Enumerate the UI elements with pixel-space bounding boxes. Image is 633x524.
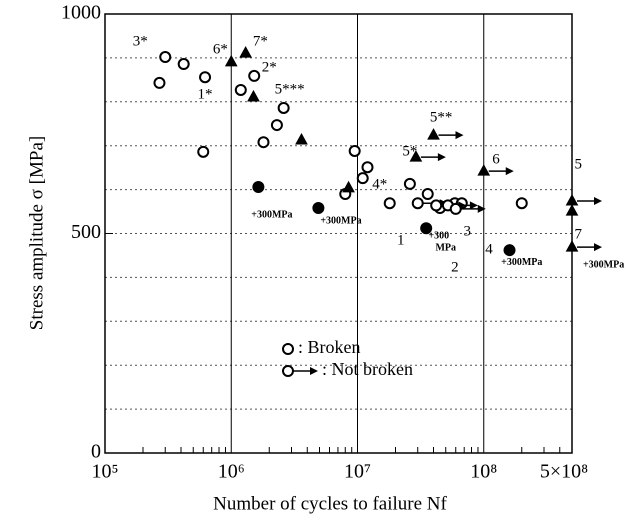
annotation: 5*** xyxy=(275,81,305,97)
open-point xyxy=(199,71,212,84)
triangle-point xyxy=(427,128,440,140)
x-tick-label: 10⁸ xyxy=(470,461,497,483)
annotation: 4* xyxy=(372,177,387,193)
annotation: +300MPa xyxy=(501,257,542,268)
y-tick-label: 0 xyxy=(91,441,101,463)
annotation: 6 xyxy=(492,152,500,168)
runout-arrow-head xyxy=(594,243,602,252)
annotation: MPa xyxy=(435,242,456,253)
x-tick-label: 10⁵ xyxy=(92,461,119,483)
open-point xyxy=(282,365,294,377)
open-point xyxy=(361,161,374,174)
open-point xyxy=(430,199,443,212)
y-tick-label: 1000 xyxy=(61,2,101,24)
open-point xyxy=(515,197,528,210)
triangle-point xyxy=(342,180,355,193)
annotation: 1 xyxy=(397,232,405,248)
x-tick-label: 10⁷ xyxy=(344,461,371,483)
triangle-point xyxy=(477,164,491,176)
annotation: 7* xyxy=(253,34,268,50)
legend-label: : Not broken xyxy=(322,359,413,379)
annotation: +300 xyxy=(428,230,449,241)
runout-arrow-head xyxy=(437,153,446,162)
annotation: 3 xyxy=(463,224,471,240)
open-point xyxy=(383,197,396,210)
y-axis-label: Stress amplitude σ [MPa] xyxy=(26,136,47,330)
open-point xyxy=(403,177,416,190)
triangle-point xyxy=(247,89,260,102)
annotation: 6* xyxy=(213,41,228,57)
x-tick-label: 5×10⁸ xyxy=(540,461,588,483)
open-point xyxy=(248,69,261,82)
triangle-point xyxy=(409,150,423,162)
x-axis-label: Number of cycles to failure Nf xyxy=(213,493,447,514)
annotation: 7 xyxy=(574,226,582,242)
open-point xyxy=(257,136,270,149)
open-point xyxy=(421,187,434,200)
triangle-point xyxy=(224,54,238,67)
open-point xyxy=(348,144,361,157)
filled-point xyxy=(420,222,433,235)
open-point xyxy=(270,119,283,132)
plot-frame xyxy=(104,13,573,454)
runout-arrow-head xyxy=(505,167,514,176)
filled-point xyxy=(312,202,325,215)
runout-arrow-head xyxy=(310,367,318,375)
triangle-point xyxy=(295,132,308,145)
open-point xyxy=(356,172,369,185)
x-tick-label: 10⁶ xyxy=(218,461,245,483)
triangle-point xyxy=(565,193,579,206)
open-point xyxy=(282,343,294,355)
runout-arrow-head xyxy=(477,204,486,213)
runout-arrow-head xyxy=(469,201,478,210)
annotation: 3* xyxy=(133,34,148,50)
annotation: +300MPa xyxy=(251,209,292,220)
annotation: 2 xyxy=(451,260,459,276)
annotation: 5** xyxy=(430,109,453,125)
annotation: 2* xyxy=(262,59,277,75)
annotation: 5* xyxy=(402,143,417,159)
runout-arrow-head xyxy=(455,131,464,140)
open-point xyxy=(277,101,290,114)
annotation: 1* xyxy=(198,87,213,103)
runout-arrow-head xyxy=(594,197,602,206)
open-point xyxy=(153,76,166,89)
triangle-point xyxy=(565,240,579,252)
annotation: +300MPa xyxy=(320,216,361,227)
open-point xyxy=(177,58,190,71)
y-tick-label: 500 xyxy=(71,221,101,243)
open-point xyxy=(449,202,462,215)
annotation: 5 xyxy=(574,156,582,172)
annotation: +300MPa xyxy=(583,259,624,270)
open-point xyxy=(197,145,210,158)
open-point xyxy=(159,51,172,64)
open-point xyxy=(411,197,424,210)
filled-point xyxy=(503,244,516,257)
filled-point xyxy=(252,180,265,193)
triangle-point xyxy=(239,46,252,58)
open-point xyxy=(234,83,247,96)
legend-label: : Broken xyxy=(298,337,361,357)
triangle-point xyxy=(565,204,579,216)
annotation: 4 xyxy=(485,242,493,258)
